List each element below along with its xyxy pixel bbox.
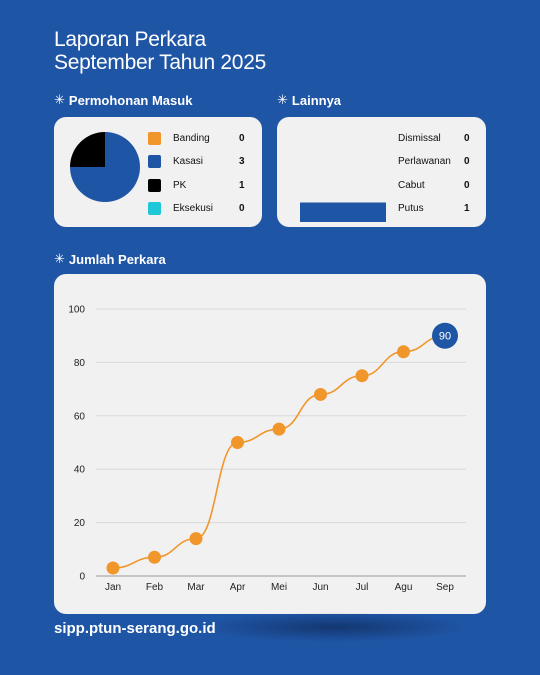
x-tick-label: Agu [395, 582, 413, 593]
data-point-sep [432, 322, 458, 349]
y-tick-label: 80 [74, 358, 86, 369]
report-title-line2: September Tahun 2025 [54, 51, 266, 74]
y-tick-label: 0 [79, 572, 85, 583]
data-point-mei [272, 422, 286, 436]
legend-label-pk: PK [173, 180, 187, 191]
lainnya-bar-chart [300, 202, 386, 222]
data-point-jul [355, 369, 369, 383]
lainnya-label-putus: Putus [398, 203, 424, 214]
data-label-highlight: 90 [439, 331, 451, 343]
y-tick-label: 40 [74, 465, 86, 476]
x-tick-label: Sep [436, 582, 454, 593]
permohonan-card: Banding 0 Kasasi 3 PK 1 Eksekusi 0 [54, 117, 262, 227]
data-point-feb [148, 550, 161, 564]
legend-swatch-pk [148, 179, 161, 192]
y-tick-label: 100 [68, 305, 85, 316]
section-jumlah: ✳ Jumlah Perkara [54, 251, 166, 267]
report-title: Laporan Perkara September Tahun 2025 [54, 28, 266, 74]
data-point-agu [397, 345, 410, 359]
lainnya-card: Dismissal 0 Perlawanan 0 Cabut 0 Putus 1 [277, 117, 486, 227]
legend-value-eksekusi: 0 [239, 203, 245, 214]
x-tick-label: Apr [230, 582, 246, 593]
jumlah-line-chart: 0 20 40 60 80 100 Jan Feb Mar Apr Mei Jun Jul Agu Sep 9… [68, 305, 466, 593]
section-lainnya-label: Lainnya [291, 92, 342, 108]
legend-value-banding: 0 [239, 133, 245, 144]
legend-label-eksekusi: Eksekusi [173, 203, 214, 214]
x-tick-label: Jan [105, 582, 121, 593]
footer-url[interactable]: sipp.ptun-serang.go.id [54, 620, 216, 637]
section-permohonan: ✳ Permohonan Masuk [54, 92, 192, 108]
lainnya-label-cabut: Cabut [398, 180, 425, 191]
legend-label-banding: Banding [173, 133, 210, 144]
pie-slice-pk [70, 132, 105, 167]
asterisk-icon: ✳ [54, 251, 65, 266]
x-tick-label: Jul [356, 582, 369, 593]
data-point-jun [314, 387, 327, 401]
lainnya-value-cabut: 0 [464, 180, 470, 191]
report-title-line1: Laporan Perkara [54, 28, 206, 51]
legend-swatch-kasasi [148, 155, 161, 168]
x-tick-label: Mar [187, 582, 205, 593]
section-permohonan-label: Permohonan Masuk [68, 92, 193, 108]
legend-label-kasasi: Kasasi [173, 156, 204, 167]
footer-shadow [200, 612, 470, 642]
lainnya-value-dismissal: 0 [464, 133, 470, 144]
legend-swatch-eksekusi [148, 202, 161, 215]
asterisk-icon: ✳ [277, 92, 288, 107]
bar-putus [300, 202, 386, 222]
section-jumlah-label: Jumlah Perkara [68, 251, 166, 267]
legend-swatch-banding [148, 132, 161, 145]
data-point-mar [189, 532, 203, 546]
x-tick-label: Mei [271, 582, 287, 593]
y-tick-label: 60 [74, 411, 86, 422]
lainnya-label-perlawanan: Perlawanan [398, 156, 451, 167]
x-tick-label: Feb [146, 582, 164, 593]
lainnya-value-perlawanan: 0 [464, 156, 470, 167]
lainnya-label-dismissal: Dismissal [398, 133, 441, 144]
asterisk-icon: ✳ [54, 92, 65, 107]
permohonan-pie-chart [70, 132, 140, 202]
legend-value-kasasi: 3 [239, 156, 245, 167]
jumlah-card: 0 20 40 60 80 100 Jan Feb Mar Apr Mei Jun Jul Agu Sep 9… [54, 274, 486, 614]
legend-value-pk: 1 [239, 180, 245, 191]
section-lainnya: ✳ Lainnya [277, 92, 341, 108]
lainnya-value-putus: 1 [464, 203, 470, 214]
x-tick-label: Jun [312, 582, 328, 593]
data-point-apr [231, 436, 244, 449]
data-point-jan [106, 561, 120, 575]
series-line [112, 334, 446, 569]
y-tick-label: 20 [74, 518, 86, 529]
